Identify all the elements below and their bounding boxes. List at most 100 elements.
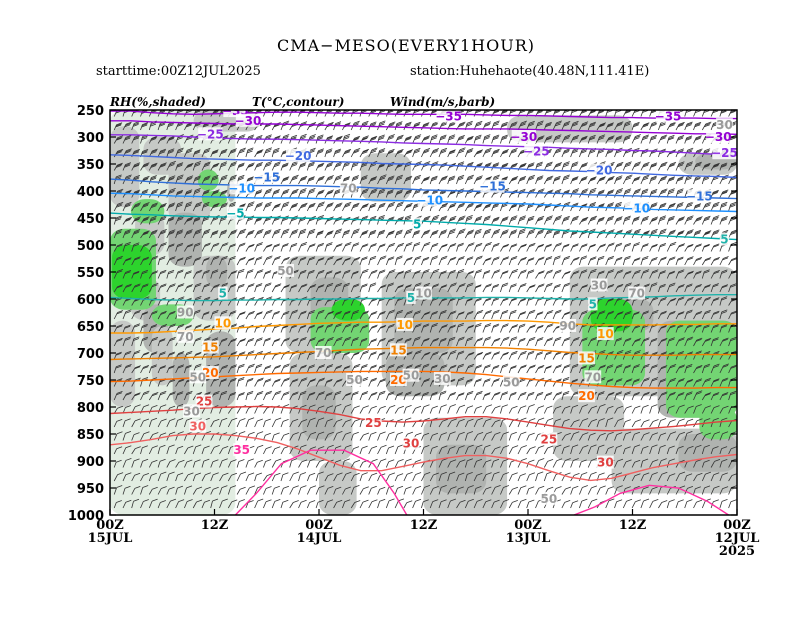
rh-shaded-region bbox=[436, 444, 487, 494]
contour-label: 50 bbox=[277, 264, 294, 278]
y-tick-label: 550 bbox=[77, 266, 104, 281]
contour-label: −15 bbox=[686, 189, 713, 203]
contour-label-bg bbox=[189, 419, 207, 433]
rh-shaded-region bbox=[302, 385, 336, 440]
contour-label-bg bbox=[364, 416, 382, 430]
x-tick-label: 00Z bbox=[723, 518, 751, 533]
contour-label: 15 bbox=[578, 351, 595, 365]
contour-label-bg bbox=[201, 340, 219, 354]
start-time-label: starttime:00Z12JUL2025 bbox=[96, 64, 261, 79]
rh-shaded-region bbox=[168, 212, 202, 267]
y-tick-label: 250 bbox=[77, 104, 104, 119]
rh-shaded-region bbox=[665, 320, 737, 418]
contour-label-bg bbox=[628, 286, 646, 300]
contour-label-bg bbox=[511, 130, 536, 143]
contour-label: 5 bbox=[720, 233, 728, 247]
contour-label-bg bbox=[588, 297, 598, 311]
contour-label-bg bbox=[286, 148, 311, 162]
temperature-contour bbox=[110, 120, 737, 135]
station-label: station:Huhehaote(40.48N,111.41E) bbox=[410, 64, 650, 79]
contour-label: −35 bbox=[655, 109, 682, 123]
temperature-legend-header: T(°C,contour) bbox=[252, 95, 344, 109]
x-tick-label: 00Z bbox=[96, 518, 124, 533]
x-tick-label: 12Z bbox=[201, 518, 229, 533]
contour-label-bg bbox=[502, 375, 520, 389]
contour-label: 5 bbox=[219, 287, 227, 301]
contour-label-bg bbox=[396, 317, 414, 331]
x-tick-label: 15JUL bbox=[88, 531, 133, 546]
y-tick-label: 850 bbox=[77, 428, 104, 443]
contour-label: 30 bbox=[716, 118, 733, 132]
contour-label: −10 bbox=[228, 181, 255, 195]
contour-label: −5 bbox=[226, 207, 244, 221]
x-tick-label: 13JUL bbox=[506, 531, 551, 546]
contour-label: 15 bbox=[202, 341, 219, 355]
contour-label: 30 bbox=[434, 372, 451, 386]
contour-label-bg bbox=[655, 110, 681, 123]
contour-label-bg bbox=[559, 319, 577, 332]
x-tick-label: 2025 bbox=[719, 544, 755, 559]
temperature-contour bbox=[110, 154, 737, 179]
y-tick-label: 1000 bbox=[68, 509, 104, 524]
contour-label: 10 bbox=[597, 327, 614, 341]
contour-label: −30 bbox=[510, 130, 537, 144]
contour-label-bg bbox=[596, 455, 614, 469]
contour-label: −35 bbox=[222, 104, 249, 118]
chart-title: CMA−MESO(EVERY1HOUR) bbox=[276, 36, 536, 55]
wind-legend-header: Wind(m/s,barb) bbox=[390, 95, 495, 109]
contour-label: 30 bbox=[189, 419, 206, 433]
contour-label-bg bbox=[229, 181, 254, 195]
contour-label-bg bbox=[339, 181, 357, 195]
contour-label: 30 bbox=[591, 279, 608, 293]
contour-label: 5 bbox=[407, 291, 415, 305]
contour-label: 25 bbox=[541, 432, 558, 446]
contour-label: 15 bbox=[390, 343, 407, 357]
contour-label-bg bbox=[436, 110, 461, 123]
contour-label-bg bbox=[402, 436, 420, 450]
contour-label-bg bbox=[584, 370, 602, 384]
temperature-contour-35 bbox=[234, 449, 408, 515]
contour-label: −25 bbox=[197, 127, 224, 141]
contour-label-bg bbox=[277, 263, 294, 277]
contour-label: −25 bbox=[711, 146, 738, 160]
contour-label-bg bbox=[415, 286, 432, 300]
contour-label-bg bbox=[223, 110, 248, 118]
y-tick-label: 350 bbox=[77, 158, 104, 173]
y-tick-label: 600 bbox=[77, 293, 104, 308]
y-tick-label: 450 bbox=[77, 212, 104, 227]
rh-shaded-region bbox=[331, 299, 365, 321]
contour-label-bg bbox=[712, 146, 737, 160]
contour-label: 50 bbox=[503, 376, 520, 390]
rh-shaded-region bbox=[678, 434, 737, 472]
contour-label-bg bbox=[235, 113, 261, 127]
contour-label-bg bbox=[314, 346, 332, 359]
contour-label-bg bbox=[406, 290, 416, 304]
temperature-contour bbox=[110, 110, 737, 120]
contour-label-bg bbox=[214, 316, 232, 330]
rh-shaded-region bbox=[151, 326, 173, 386]
x-tick-label: 12Z bbox=[619, 518, 647, 533]
contour-label-bg bbox=[624, 201, 649, 215]
contour-label: 25 bbox=[365, 416, 382, 430]
contour-label-bg bbox=[176, 305, 194, 319]
contour-label: 5 bbox=[413, 217, 421, 231]
contour-label: 70 bbox=[340, 181, 357, 195]
contour-label: 90 bbox=[559, 319, 576, 333]
contour-label-bg bbox=[218, 286, 228, 300]
contour-label-bg bbox=[198, 127, 223, 141]
y-tick-label: 950 bbox=[77, 482, 104, 497]
contour-label: 50 bbox=[346, 373, 363, 387]
contour-label: −35 bbox=[435, 109, 462, 123]
contour-label-bg bbox=[590, 278, 608, 292]
contour-label-bg bbox=[183, 404, 200, 418]
contour-label: 50 bbox=[403, 369, 420, 383]
contour-label-bg bbox=[716, 118, 733, 132]
temperature-contour bbox=[110, 346, 737, 361]
y-tick-label: 800 bbox=[77, 401, 104, 416]
contour-label-bg bbox=[233, 443, 251, 457]
contour-label: 50 bbox=[541, 492, 558, 506]
contour-label-bg bbox=[433, 371, 451, 385]
contour-label-bg bbox=[417, 193, 442, 207]
y-axis: 2503003504004505005506006507007508008509… bbox=[68, 104, 737, 524]
